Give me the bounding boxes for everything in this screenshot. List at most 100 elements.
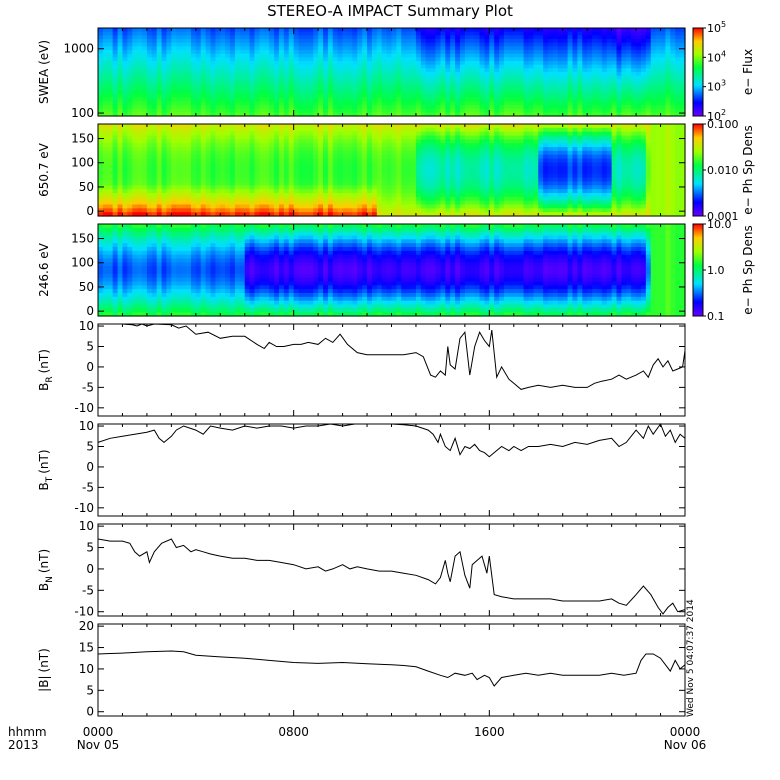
spectrogram-cell — [572, 72, 578, 77]
spectrogram-cell — [234, 131, 241, 137]
spectrogram-cell — [660, 97, 667, 102]
spectrogram-cell — [513, 64, 520, 69]
spectrogram-cell — [538, 94, 544, 99]
spectrogram-cell — [655, 86, 662, 91]
spectrogram-cell — [142, 135, 148, 140]
spectrogram-cell — [435, 189, 442, 194]
spectrogram-cell — [146, 97, 153, 102]
spectrogram-cell — [371, 28, 378, 33]
spectrogram-cell — [117, 208, 124, 213]
spectrogram-cell — [367, 42, 373, 47]
spectrogram-cell — [435, 42, 442, 47]
spectrogram-cell — [166, 189, 172, 194]
spectrogram-cell — [200, 97, 207, 102]
spectrogram-cell — [508, 173, 515, 179]
spectrogram-cell — [616, 97, 623, 102]
spectrogram-cell — [538, 79, 544, 84]
spectrogram-cell — [342, 53, 349, 58]
spectrogram-cell — [254, 204, 261, 209]
spectrogram-cell — [298, 127, 305, 133]
spectrogram-cell — [171, 35, 177, 40]
spectrogram-cell — [269, 212, 275, 217]
spectrogram-cell — [430, 124, 437, 129]
spectrogram-cell — [313, 196, 319, 202]
spectrogram-cell — [278, 135, 285, 140]
spectrogram-cell — [102, 158, 109, 163]
spectrogram-cell — [504, 46, 510, 51]
spectrogram-cell — [474, 135, 481, 140]
spectrogram-cell — [489, 212, 495, 217]
spectrogram-cell — [557, 108, 564, 113]
spectrogram-cell — [220, 208, 226, 213]
spectrogram-cell — [391, 39, 397, 44]
spectrogram-cell — [567, 94, 574, 99]
spectrogram-cell — [523, 53, 530, 58]
spectrogram-cell — [645, 61, 652, 66]
spectrogram-cell — [254, 90, 261, 95]
spectrogram-cell — [548, 50, 554, 55]
spectrogram-cell — [278, 166, 285, 171]
spectrogram-cell — [440, 154, 446, 160]
spectrogram-cell — [239, 173, 246, 179]
spectrogram-cell — [381, 212, 388, 217]
spectrogram-cell — [220, 79, 226, 84]
spectrogram-cell — [430, 83, 437, 88]
spectrogram-cell — [288, 124, 295, 129]
spectrogram-cell — [548, 42, 554, 47]
spectrogram-cell — [288, 147, 295, 152]
spectrogram-cell — [200, 50, 207, 55]
spectrogram-cell — [337, 154, 344, 160]
spectrogram-cell — [239, 68, 246, 73]
spectrogram-cell — [98, 135, 104, 140]
spectrogram-cell — [396, 79, 402, 84]
spectrogram-cell — [411, 196, 417, 202]
spectrogram-cell — [494, 162, 500, 167]
spectrogram-cell — [161, 196, 168, 202]
spectrogram-cell — [142, 139, 148, 144]
spectrogram-cell — [523, 94, 530, 99]
spectrogram-cell — [254, 108, 261, 113]
spectrogram-cell — [670, 64, 676, 69]
spectrogram-cell — [474, 83, 481, 88]
spectrogram-cell — [406, 39, 412, 44]
spectrogram-cell — [176, 75, 182, 80]
spectrogram-cell — [137, 124, 143, 129]
spectrogram-cell — [562, 72, 569, 77]
spectrogram-cell — [151, 101, 158, 106]
spectrogram-cell — [445, 86, 451, 91]
spectrogram-cell — [278, 61, 285, 66]
spectrogram-cell — [411, 131, 417, 137]
spectrogram-cell — [596, 94, 603, 99]
spectrogram-cell — [264, 189, 270, 194]
spectrogram-cell — [318, 28, 324, 33]
spectrogram-cell — [367, 150, 373, 156]
spectrogram-cell — [234, 31, 241, 36]
spectrogram-cell — [308, 39, 314, 44]
spectrogram-cell — [455, 131, 461, 137]
spectrogram-cell — [362, 143, 368, 148]
spectrogram-cell — [122, 101, 128, 106]
spectrogram-cell — [137, 79, 143, 84]
spectrogram-cell — [298, 75, 305, 80]
spectrogram-cell — [474, 28, 481, 33]
spectrogram-cell — [337, 147, 344, 152]
spectrogram-cell — [107, 173, 114, 179]
spectrogram-cell — [308, 185, 314, 190]
spectrogram-cell — [425, 139, 432, 144]
spectrogram-cell — [142, 166, 148, 171]
spectrogram-cell — [254, 124, 261, 129]
spectrogram-cell — [225, 177, 231, 183]
spectrogram-cell — [562, 31, 569, 36]
spectrogram-cell — [474, 124, 481, 129]
spectrogram-cell — [567, 46, 574, 51]
spectrogram-cell — [371, 162, 378, 167]
spectrogram-cell — [210, 196, 216, 202]
spectrogram-cell — [420, 127, 427, 133]
spectrogram-cell — [230, 75, 236, 80]
spectrogram-cell — [288, 50, 295, 55]
spectrogram-cell — [318, 162, 324, 167]
spectrogram-cell — [98, 150, 104, 156]
spectrogram-cell — [450, 139, 456, 144]
spectrogram-cell — [577, 75, 583, 80]
spectrogram-cell — [425, 83, 432, 88]
